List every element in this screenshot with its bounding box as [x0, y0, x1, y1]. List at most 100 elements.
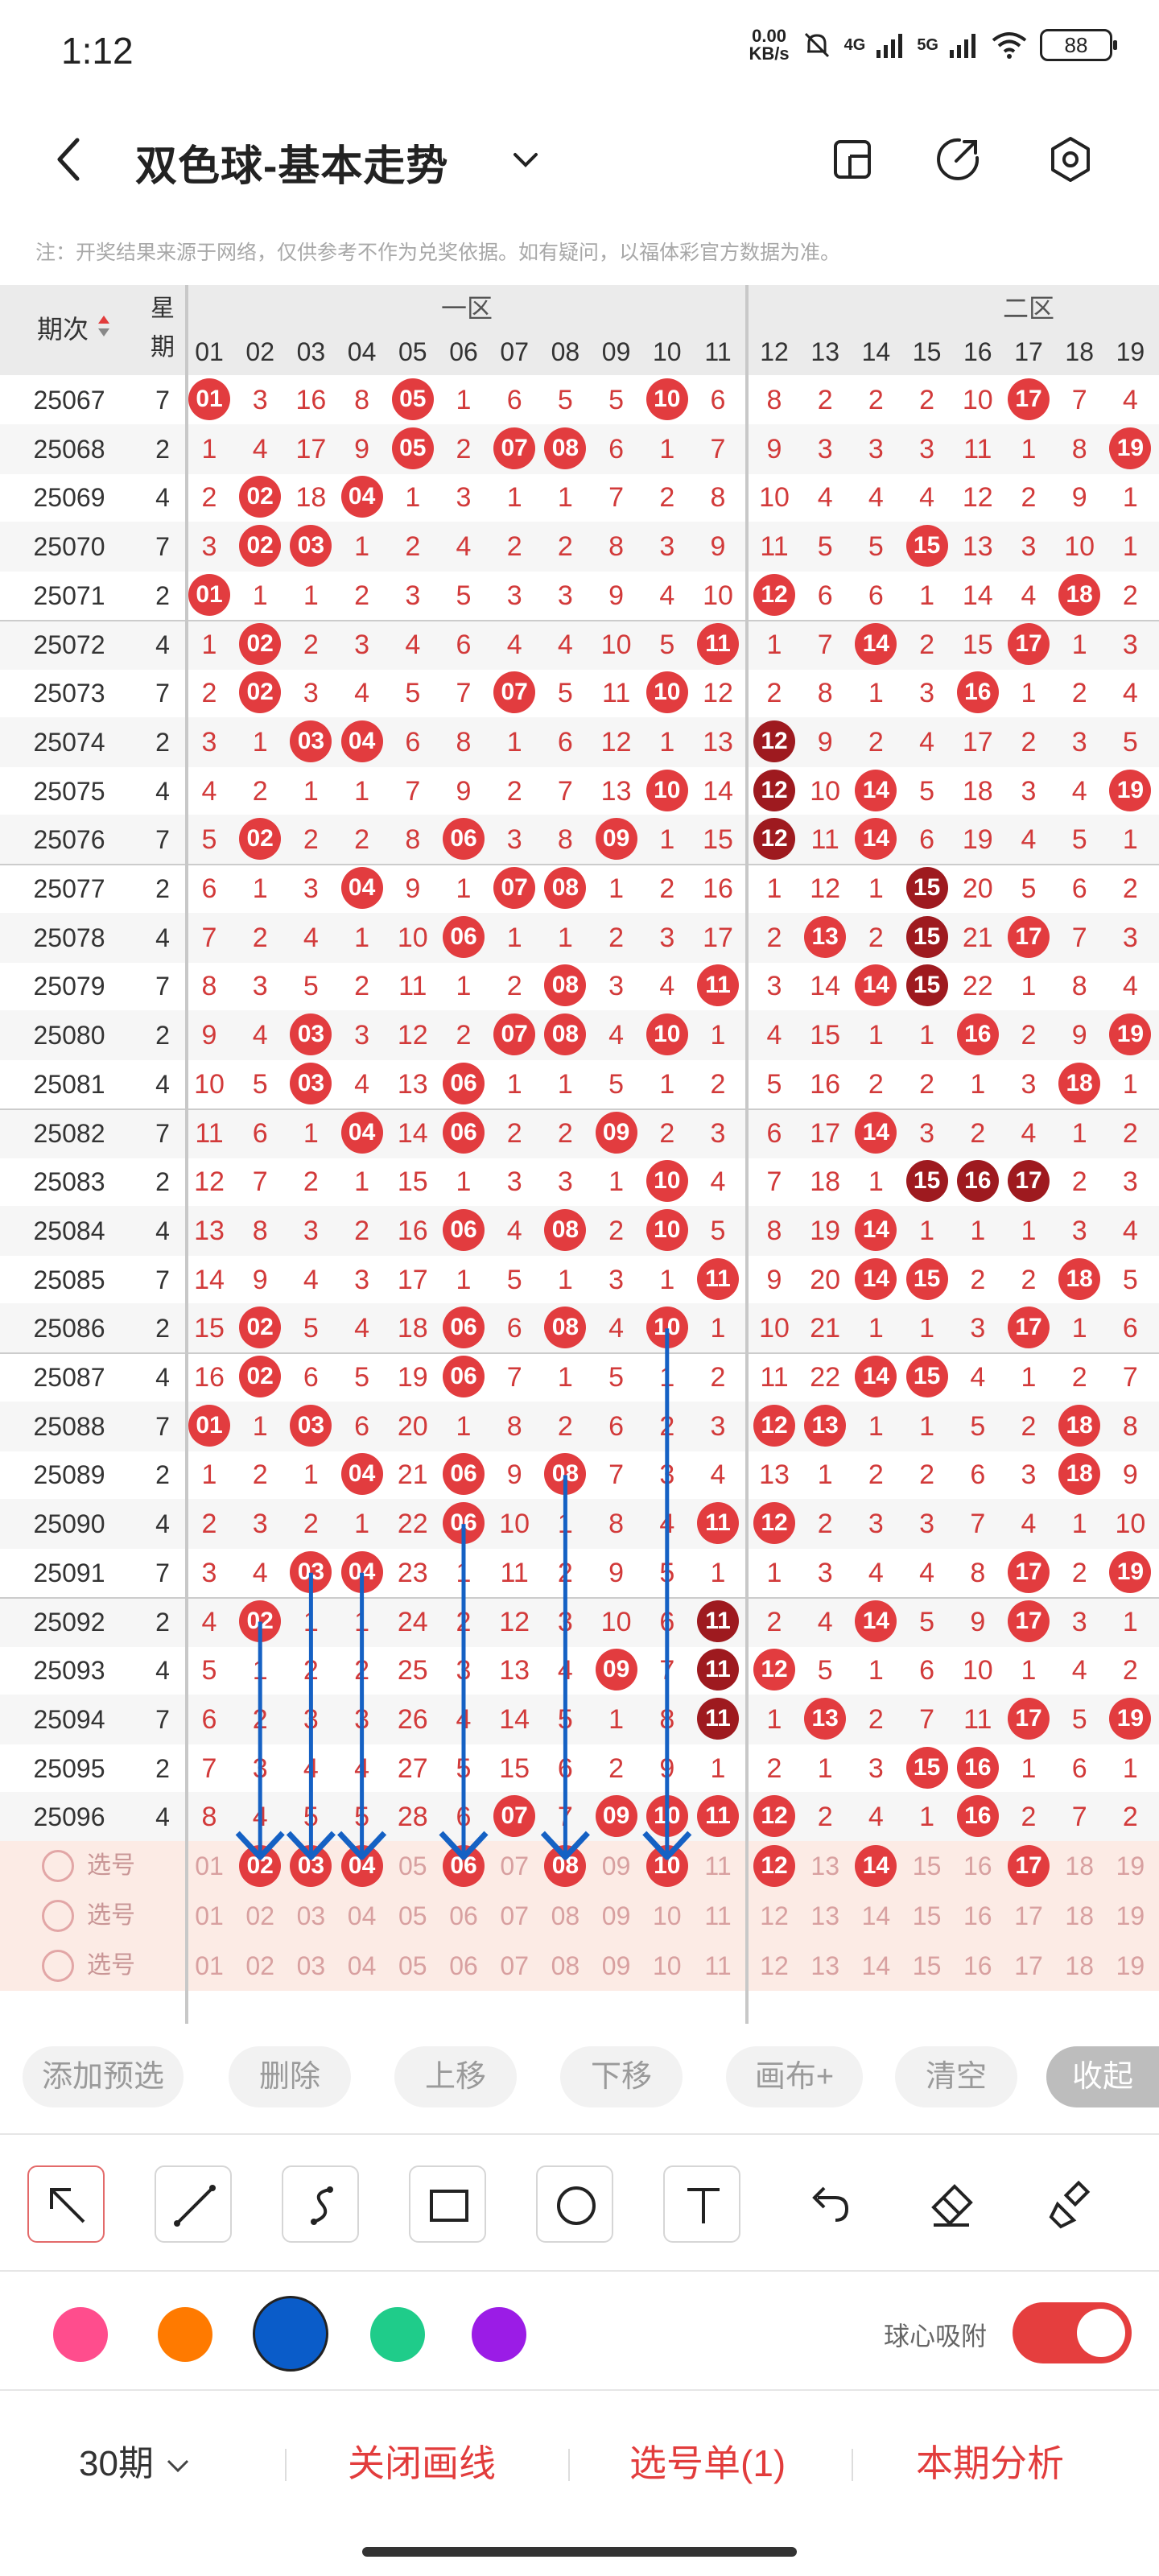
pick-option[interactable]: 09 — [601, 1951, 631, 1980]
pick-option[interactable]: 13 — [810, 1951, 839, 1980]
pick-option[interactable]: 13 — [810, 1852, 839, 1880]
home-indicator[interactable] — [362, 2547, 797, 2557]
pick-option[interactable]: 16 — [963, 1951, 992, 1980]
page-title[interactable]: 双色球-基本走势 — [135, 143, 449, 190]
pick-option[interactable]: 09 — [601, 1901, 631, 1930]
color-swatch-orange[interactable] — [158, 2307, 212, 2362]
pick-option[interactable]: 14 — [861, 1951, 891, 1980]
pick-option[interactable]: 06 — [449, 1951, 478, 1980]
share-icon[interactable] — [932, 134, 984, 185]
snap-toggle[interactable] — [1013, 2302, 1132, 2363]
pick-option[interactable]: 18 — [1065, 1901, 1094, 1930]
column-number: 19 — [1116, 337, 1145, 366]
picked-number[interactable]: 12 — [753, 1845, 795, 1887]
pick-option[interactable]: 08 — [551, 1901, 580, 1930]
pick-option[interactable]: 19 — [1116, 1852, 1145, 1880]
move-up-button[interactable]: 上移 — [394, 2046, 517, 2107]
pick-option[interactable]: 08 — [551, 1951, 580, 1980]
pick-row-radio[interactable] — [42, 1950, 74, 1982]
pick-row-radio[interactable] — [42, 1850, 74, 1882]
pick-option[interactable]: 14 — [861, 1901, 891, 1930]
period-selector[interactable]: 30期 — [79, 2434, 192, 2486]
settings-icon[interactable] — [1045, 134, 1096, 185]
pick-option[interactable]: 02 — [245, 1951, 274, 1980]
picked-number[interactable]: 02 — [239, 1845, 282, 1887]
pick-option[interactable]: 01 — [195, 1901, 224, 1930]
color-swatch-purple[interactable] — [472, 2307, 526, 2362]
curve-tool-icon[interactable] — [282, 2165, 359, 2243]
pick-option[interactable]: 05 — [398, 1901, 427, 1930]
color-swatch-green[interactable] — [370, 2307, 425, 2362]
picked-number[interactable]: 03 — [290, 1845, 332, 1887]
undo-icon[interactable] — [802, 2180, 853, 2231]
pick-option[interactable]: 05 — [398, 1852, 427, 1880]
pick-option[interactable]: 13 — [810, 1901, 839, 1930]
add-preselect-button[interactable]: 添加预选 — [23, 2046, 184, 2107]
pick-option[interactable]: 11 — [704, 1852, 732, 1880]
clear-button[interactable]: 清空 — [895, 2046, 1017, 2107]
chevron-down-icon — [167, 2459, 189, 2473]
canvas-plus-button[interactable]: 画布+ — [726, 2046, 863, 2107]
pick-option[interactable]: 12 — [760, 1951, 789, 1980]
pick-option[interactable]: 07 — [500, 1901, 529, 1930]
delete-button[interactable]: 删除 — [229, 2046, 351, 2107]
rectangle-tool-icon[interactable] — [409, 2165, 486, 2243]
back-icon[interactable] — [45, 135, 93, 184]
pick-option[interactable]: 15 — [912, 1901, 942, 1930]
pick-list-button[interactable]: 选号单(1) — [629, 2442, 786, 2484]
pick-row-radio[interactable] — [42, 1900, 74, 1932]
pick-option[interactable]: 16 — [963, 1852, 992, 1880]
pick-option[interactable]: 18 — [1065, 1951, 1094, 1980]
picked-number[interactable]: 06 — [443, 1845, 485, 1887]
move-down-button[interactable]: 下移 — [560, 2046, 683, 2107]
pick-option[interactable]: 18 — [1065, 1852, 1094, 1880]
arrow-tool-icon[interactable] — [27, 2165, 105, 2243]
close-draw-button[interactable]: 关闭画线 — [348, 2442, 496, 2484]
pick-option[interactable]: 16 — [963, 1901, 992, 1930]
clear-canvas-icon[interactable] — [1046, 2180, 1098, 2231]
chevron-down-icon[interactable] — [505, 140, 546, 180]
issue-header[interactable]: 期次 — [37, 315, 89, 344]
text-tool-icon[interactable] — [663, 2165, 740, 2243]
pick-option[interactable]: 11 — [704, 1951, 732, 1980]
drawn-ball: 19 — [1109, 1550, 1152, 1593]
miss-count: 3 — [1021, 531, 1037, 563]
pick-option[interactable]: 07 — [500, 1852, 529, 1880]
picked-number[interactable]: 08 — [544, 1845, 587, 1887]
pick-option[interactable]: 06 — [449, 1901, 478, 1930]
pick-option[interactable]: 09 — [601, 1852, 631, 1880]
pick-option[interactable]: 19 — [1116, 1901, 1145, 1930]
pick-option[interactable]: 15 — [912, 1852, 942, 1880]
picked-number[interactable]: 04 — [340, 1845, 383, 1887]
pick-option[interactable]: 10 — [653, 1951, 682, 1980]
pick-option[interactable]: 03 — [296, 1951, 326, 1980]
color-swatch-blue[interactable] — [253, 2296, 328, 2372]
pick-option[interactable]: 11 — [704, 1901, 732, 1930]
pick-option[interactable]: 15 — [912, 1951, 942, 1980]
pick-option[interactable]: 03 — [296, 1901, 326, 1930]
miss-count: 11 — [963, 1703, 992, 1735]
pick-option[interactable]: 17 — [1014, 1951, 1043, 1980]
layout-icon[interactable] — [827, 134, 879, 185]
circle-tool-icon[interactable] — [536, 2165, 613, 2243]
picked-number[interactable]: 17 — [1008, 1845, 1050, 1887]
picked-number[interactable]: 10 — [645, 1845, 688, 1887]
fold-button[interactable]: 收起 — [1046, 2046, 1159, 2107]
pick-option[interactable]: 10 — [653, 1901, 682, 1930]
pick-option[interactable]: 05 — [398, 1951, 427, 1980]
pick-option[interactable]: 04 — [347, 1901, 377, 1930]
analysis-button[interactable]: 本期分析 — [916, 2442, 1064, 2484]
eraser-icon[interactable] — [926, 2180, 977, 2231]
line-tool-icon[interactable] — [155, 2165, 232, 2243]
pick-option[interactable]: 02 — [245, 1901, 274, 1930]
picked-number[interactable]: 14 — [855, 1845, 897, 1887]
pick-option[interactable]: 12 — [760, 1901, 789, 1930]
pick-option[interactable]: 01 — [195, 1852, 224, 1880]
pick-option[interactable]: 17 — [1014, 1901, 1043, 1930]
color-swatch-pink[interactable] — [53, 2307, 108, 2362]
pick-option[interactable]: 01 — [195, 1951, 224, 1980]
sort-icon[interactable] — [97, 314, 111, 338]
pick-option[interactable]: 04 — [347, 1951, 377, 1980]
pick-option[interactable]: 07 — [500, 1951, 529, 1980]
pick-option[interactable]: 19 — [1116, 1951, 1145, 1980]
